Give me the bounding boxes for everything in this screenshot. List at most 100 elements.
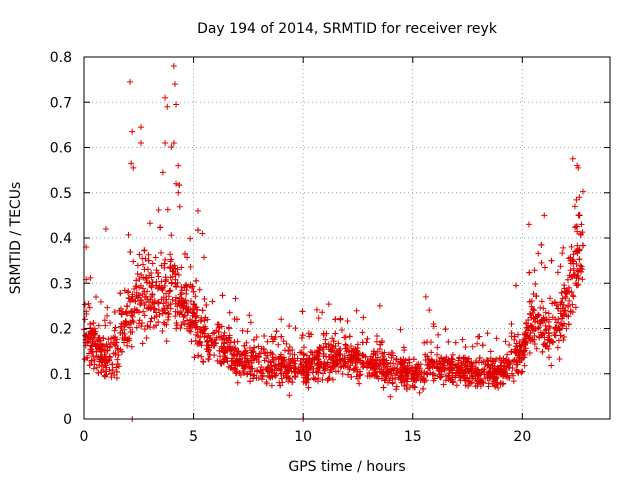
data-point: [136, 320, 143, 327]
data-point: [433, 358, 440, 365]
data-point: [332, 330, 339, 337]
data-point: [387, 393, 394, 400]
data-point: [391, 364, 398, 371]
data-point: [420, 385, 427, 392]
data-point: [529, 327, 536, 334]
data-point: [112, 324, 119, 331]
data-point: [115, 346, 122, 353]
data-point: [315, 361, 322, 368]
data-point: [502, 338, 509, 345]
data-point: [335, 347, 342, 354]
data-point: [203, 302, 210, 309]
y-tick-label: 0.3: [50, 276, 72, 292]
data-point: [455, 357, 462, 364]
data-point: [468, 360, 475, 367]
data-point: [180, 313, 187, 320]
data-point: [173, 320, 180, 327]
data-point: [304, 371, 311, 378]
data-point: [452, 339, 459, 346]
y-axis-label: SRMTID / TECUs: [8, 182, 24, 295]
data-point: [167, 264, 174, 271]
data-point: [515, 350, 522, 357]
y-tick-label: 0: [63, 412, 72, 428]
data-point: [175, 297, 182, 304]
data-point: [181, 312, 188, 319]
data-point: [546, 324, 553, 331]
data-point: [283, 340, 290, 347]
data-point: [164, 206, 171, 213]
data-point: [178, 264, 185, 271]
data-point: [155, 319, 162, 326]
data-point: [519, 368, 526, 375]
data-point: [194, 306, 201, 313]
data-point: [438, 354, 445, 361]
data-point: [215, 321, 222, 328]
data-point: [348, 343, 355, 350]
data-point: [571, 203, 578, 210]
data-point: [300, 344, 307, 351]
data-point: [501, 369, 508, 376]
data-point: [113, 374, 120, 381]
data-point: [337, 315, 344, 322]
data-point: [570, 258, 577, 265]
data-point: [319, 370, 326, 377]
data-point: [144, 322, 151, 329]
data-point: [372, 372, 379, 379]
data-point: [521, 338, 528, 345]
data-point: [574, 228, 581, 235]
data-point: [374, 373, 381, 380]
data-point: [176, 182, 183, 189]
data-point: [207, 351, 214, 358]
data-point: [154, 270, 161, 277]
data-point: [568, 243, 575, 250]
data-point: [102, 362, 109, 369]
data-point: [139, 340, 146, 347]
data-point: [421, 339, 428, 346]
data-point: [136, 317, 143, 324]
data-point: [540, 316, 547, 323]
data-point: [352, 345, 359, 352]
data-point: [389, 375, 396, 382]
data-point: [127, 78, 134, 85]
data-point: [148, 284, 155, 291]
data-point: [434, 344, 441, 351]
data-point: [548, 257, 555, 264]
data-point: [144, 296, 151, 303]
data-point: [465, 355, 472, 362]
data-point: [170, 63, 177, 70]
data-point: [176, 203, 183, 210]
data-point: [133, 324, 140, 331]
data-point: [259, 372, 266, 379]
data-point: [153, 309, 160, 316]
data-point: [178, 295, 185, 302]
data-point: [271, 367, 278, 374]
data-point: [566, 272, 573, 279]
data-point: [221, 356, 228, 363]
data-point: [140, 308, 147, 315]
data-point: [401, 347, 408, 354]
data-point: [299, 308, 306, 315]
data-point: [575, 281, 582, 288]
data-point: [506, 342, 513, 349]
data-point: [215, 328, 222, 335]
data-point: [224, 339, 231, 346]
data-point: [576, 246, 583, 253]
data-point: [533, 345, 540, 352]
data-point: [178, 321, 185, 328]
data-point: [429, 364, 436, 371]
data-point: [411, 384, 418, 391]
data-point: [487, 348, 494, 355]
data-point: [104, 304, 111, 311]
data-point: [345, 348, 352, 355]
data-point: [104, 312, 111, 319]
data-point: [97, 298, 104, 305]
data-point: [194, 207, 201, 214]
data-point: [387, 366, 394, 373]
data-point: [365, 359, 372, 366]
data-point: [332, 343, 339, 350]
data-point: [319, 376, 326, 383]
data-point: [136, 284, 143, 291]
x-tick-label: 10: [294, 429, 312, 445]
data-point: [81, 356, 88, 363]
data-point: [121, 287, 128, 294]
